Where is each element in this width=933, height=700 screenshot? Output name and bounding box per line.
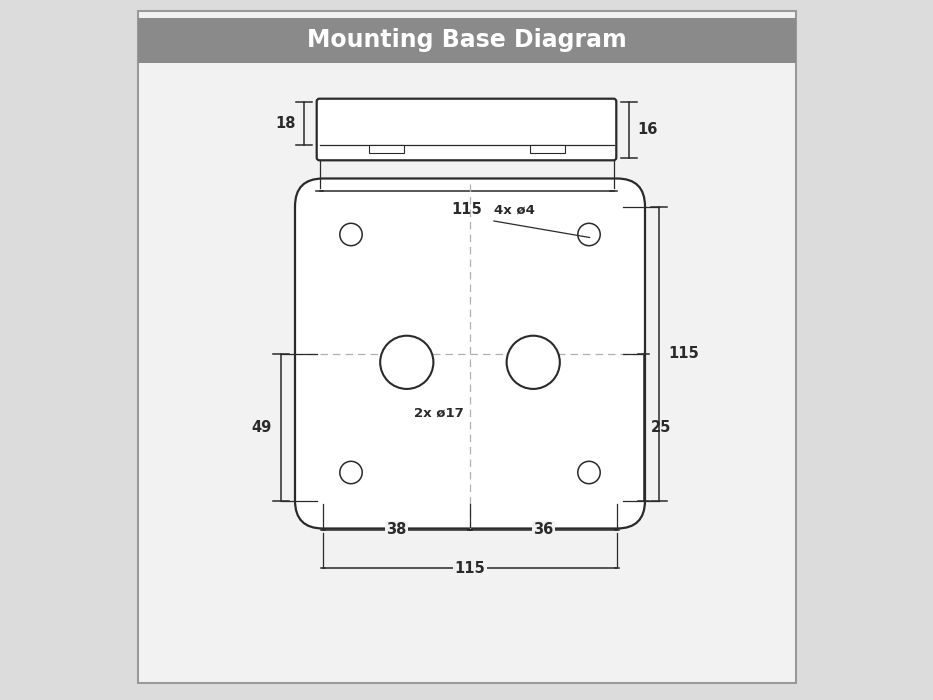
Circle shape — [578, 223, 600, 246]
FancyBboxPatch shape — [316, 99, 617, 160]
Text: 16: 16 — [637, 122, 658, 137]
Circle shape — [340, 223, 362, 246]
Text: 49: 49 — [251, 419, 272, 435]
Text: 38: 38 — [386, 522, 407, 538]
Text: 25: 25 — [650, 419, 671, 435]
Bar — [137, 18, 796, 63]
Text: 36: 36 — [534, 522, 553, 538]
Text: 18: 18 — [275, 116, 296, 131]
Circle shape — [340, 461, 362, 484]
Text: 115: 115 — [669, 346, 700, 361]
Circle shape — [507, 336, 560, 389]
Bar — [369, 145, 403, 153]
FancyBboxPatch shape — [295, 178, 645, 528]
Bar — [530, 145, 564, 153]
Text: 115: 115 — [452, 202, 481, 217]
Circle shape — [578, 461, 600, 484]
Text: 2x ø17: 2x ø17 — [414, 407, 464, 419]
Text: 4x ø4: 4x ø4 — [494, 204, 536, 217]
Text: Mounting Base Diagram: Mounting Base Diagram — [307, 28, 626, 52]
Text: 115: 115 — [454, 561, 485, 576]
Circle shape — [380, 336, 434, 389]
